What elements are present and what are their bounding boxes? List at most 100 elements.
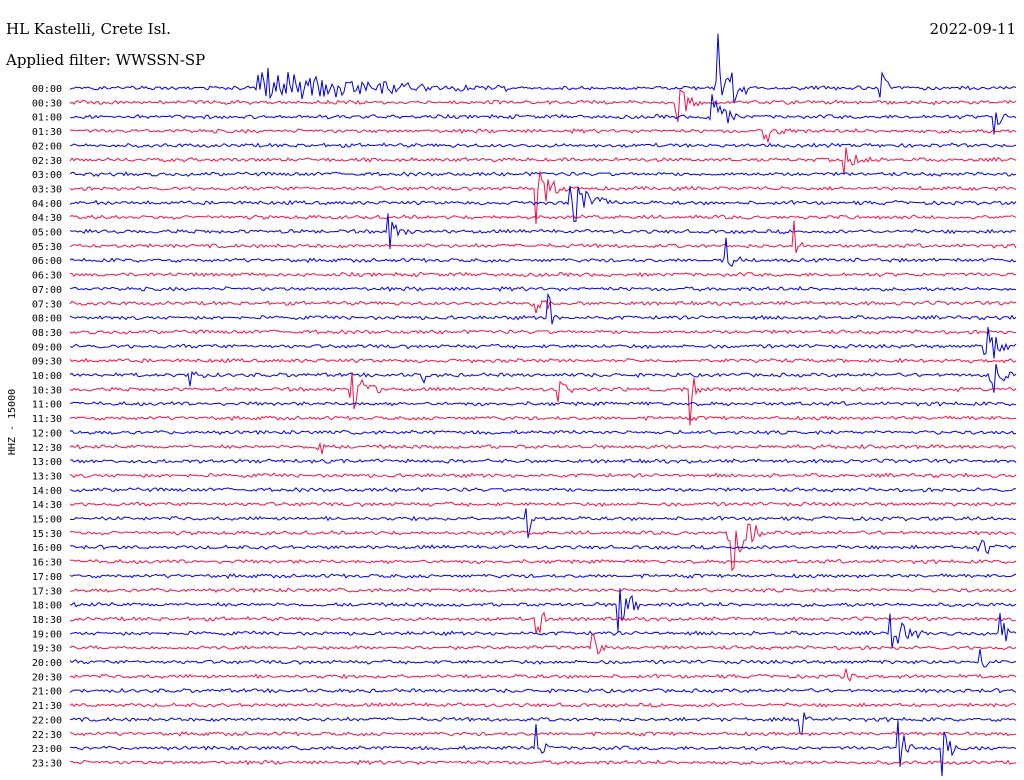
row-label: 18:00 [32, 601, 62, 612]
trace-line [69, 171, 1017, 177]
row-label: 03:30 [32, 184, 62, 195]
filter-label: Applied filter: WWSSN-SP [6, 51, 206, 69]
row-label: 16:30 [32, 558, 62, 569]
station-title: HL Kastelli, Crete Isl. [6, 20, 171, 38]
row-label: 02:30 [32, 156, 62, 167]
trace-line [69, 558, 1017, 565]
trace-line [69, 487, 1017, 493]
row-label: 19:30 [32, 644, 62, 655]
row-label: 23:00 [32, 744, 62, 755]
row-label: 09:30 [32, 357, 62, 368]
trace-line [69, 213, 1017, 250]
trace-line [69, 329, 1017, 335]
row-label: 00:00 [32, 84, 62, 95]
row-label: 01:30 [32, 127, 62, 138]
row-label: 06:30 [32, 271, 62, 282]
row-label: 16:00 [32, 543, 62, 554]
row-label: 14:30 [32, 500, 62, 511]
row-label: 14:00 [32, 486, 62, 497]
trace-line [69, 292, 1017, 325]
trace-line [69, 501, 1017, 508]
row-label: 17:00 [32, 572, 62, 583]
traces [69, 33, 1017, 777]
trace-line [70, 720, 1017, 777]
trace-line [69, 472, 1017, 479]
trace-line [69, 372, 1017, 426]
row-label: 11:30 [32, 414, 62, 425]
trace-line [69, 237, 1017, 268]
trace-line [69, 539, 1017, 555]
row-label: 07:30 [32, 299, 62, 310]
trace-line [69, 588, 1017, 632]
trace-line [69, 668, 1017, 683]
row-label: 05:00 [32, 228, 62, 239]
trace-line [69, 147, 1017, 175]
row-label: 13:30 [32, 471, 62, 482]
row-label: 20:00 [32, 658, 62, 669]
row-label: 23:30 [32, 758, 62, 769]
trace-line [69, 142, 1017, 149]
row-label: 01:00 [32, 113, 62, 124]
row-label: 18:30 [32, 615, 62, 626]
trace-line [69, 363, 1017, 393]
row-label: 19:00 [32, 629, 62, 640]
trace-line [69, 285, 1017, 293]
row-label: 04:30 [32, 213, 62, 224]
row-label: 12:00 [32, 428, 62, 439]
row-label: 08:00 [32, 314, 62, 325]
trace-line [69, 759, 1017, 766]
trace-line [69, 611, 1017, 635]
trace-line [69, 128, 1017, 144]
trace-line [69, 185, 1017, 223]
trace-line [69, 214, 1017, 220]
trace-line [69, 687, 1017, 694]
trace-line [69, 271, 1017, 278]
trace-line [69, 573, 1017, 579]
channel-label: HHZ - 15000 [7, 389, 18, 455]
row-label: 10:30 [32, 385, 62, 396]
trace-line [69, 731, 1017, 737]
date-label: 2022-09-11 [929, 20, 1016, 38]
trace-line [69, 587, 1017, 594]
trace-line [69, 633, 1017, 655]
trace-line [69, 458, 1017, 464]
row-label: 10:00 [32, 371, 62, 382]
row-label: 09:00 [32, 342, 62, 353]
row-labels: 00:00 00:30 01:00 01:30 02:00 02:30 03:00 03:30… [32, 84, 62, 769]
trace-line [69, 648, 1017, 668]
trace-line [69, 220, 1017, 253]
row-label: 04:00 [32, 199, 62, 210]
trace-line [69, 429, 1017, 436]
row-label: 07:00 [32, 285, 62, 296]
row-label: 00:30 [32, 98, 62, 109]
row-label: 22:30 [32, 730, 62, 741]
row-label: 13:00 [32, 457, 62, 468]
trace-line [69, 702, 1017, 708]
trace-line [69, 523, 1017, 572]
trace-line [69, 441, 1017, 455]
row-label: 21:30 [32, 701, 62, 712]
row-label: 05:30 [32, 242, 62, 253]
trace-line [69, 357, 1017, 364]
row-label: 20:30 [32, 672, 62, 683]
trace-line [69, 33, 1017, 104]
trace-line [69, 326, 1017, 359]
row-label: 02:00 [32, 141, 62, 152]
row-label: 08:30 [32, 328, 62, 339]
row-label: 15:30 [32, 529, 62, 540]
trace-line [69, 89, 1017, 123]
trace-line [69, 612, 1017, 649]
trace-line [69, 94, 1017, 135]
trace-line [69, 171, 1017, 225]
row-label: 12:30 [32, 443, 62, 454]
trace-line [69, 712, 1017, 735]
trace-line [69, 508, 1017, 539]
trace-line [69, 400, 1017, 407]
row-label: 22:00 [32, 715, 62, 726]
row-label: 17:30 [32, 586, 62, 597]
row-label: 15:00 [32, 515, 62, 526]
row-label: 03:00 [32, 170, 62, 181]
row-label: 21:00 [32, 687, 62, 698]
trace-line [69, 415, 1017, 422]
